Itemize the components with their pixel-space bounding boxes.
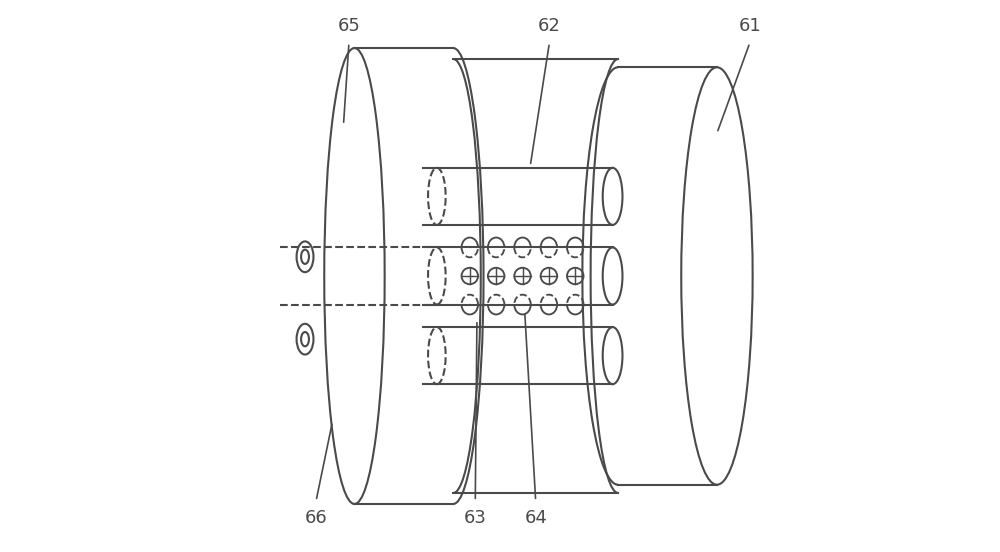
Text: 66: 66 [305,508,327,527]
Text: 64: 64 [524,508,547,527]
Text: 61: 61 [739,17,761,35]
Text: 63: 63 [464,508,487,527]
Text: 62: 62 [538,17,561,35]
Text: 65: 65 [338,17,360,35]
